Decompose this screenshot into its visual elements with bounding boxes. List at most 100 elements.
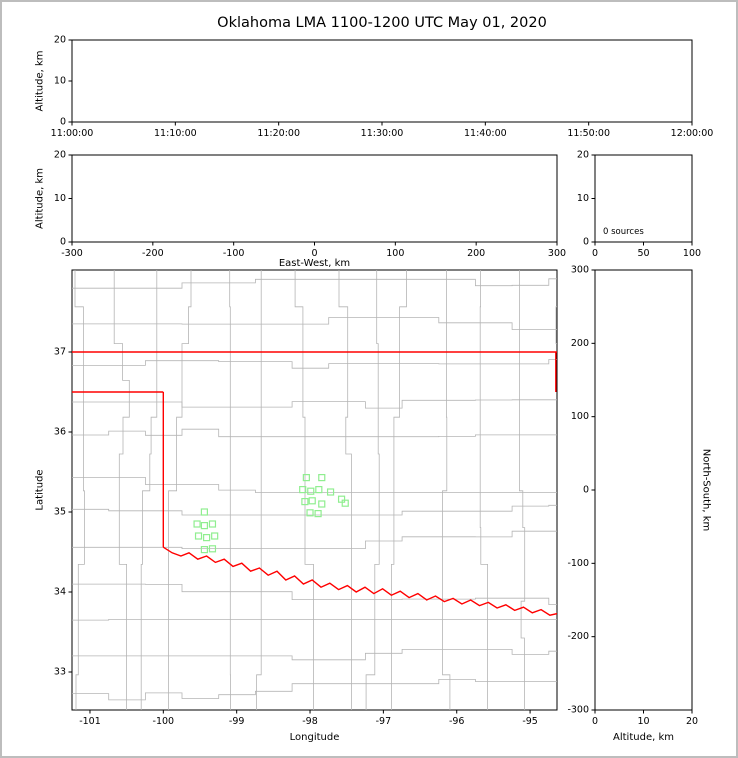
y-axis-label: Altitude, km — [35, 51, 46, 112]
annotation-sources: 0 sources — [603, 227, 644, 237]
y-tick-label: 10 — [54, 193, 66, 204]
y-tick-label: 35 — [54, 507, 66, 518]
lma-station-marker — [202, 533, 211, 542]
y-tick-label: 10 — [577, 193, 589, 204]
x-tick-label: -97 — [376, 716, 392, 727]
x-tick-label: 11:30:00 — [361, 128, 404, 139]
lma-station-marker — [208, 520, 217, 528]
panel-frame — [71, 39, 693, 123]
panel-histogram: 0 50 100 0 10 20 0 sources — [577, 150, 701, 260]
lma-station-marker — [200, 508, 208, 516]
panel-plan-view: -101 -100 -99 -98 -97 -96 -95 33 34 35 36 37 Longitu… — [35, 269, 558, 743]
x-tick-label: -98 — [302, 716, 318, 727]
county-line — [72, 530, 557, 549]
county-line — [72, 679, 557, 701]
y-tick-label: 100 — [571, 411, 589, 422]
lma-station-marker — [314, 510, 322, 518]
y-tick-label: -200 — [567, 631, 589, 642]
lma-station-marker — [193, 520, 201, 528]
x-tick-label: 11:50:00 — [567, 128, 610, 139]
county-line — [72, 399, 557, 409]
county-line — [229, 270, 231, 710]
x-tick-label: 100 — [683, 248, 701, 259]
x-tick-label: -100 — [153, 716, 175, 727]
county-line — [72, 359, 557, 369]
lma-station-marker — [194, 532, 203, 540]
y-tick-label: 200 — [571, 338, 589, 349]
y-tick-label: -100 — [567, 558, 589, 569]
lma-station-marker — [299, 486, 307, 494]
x-tick-label: 12:00:00 — [671, 128, 714, 139]
y-tick-label: 33 — [54, 667, 66, 678]
x-tick-label: -99 — [229, 716, 245, 727]
county-line — [365, 270, 380, 710]
y-tick-label: 34 — [54, 587, 66, 598]
x-tick-label: -96 — [449, 716, 465, 727]
y-tick-label: 10 — [54, 76, 66, 87]
lma-station-marker — [308, 497, 316, 505]
figure-title: Oklahoma LMA 1100-1200 UTC May 01, 2020 — [217, 15, 547, 31]
y-tick-label: -300 — [567, 705, 589, 716]
x-tick-label: -100 — [223, 248, 245, 259]
x-tick-label: 300 — [548, 248, 566, 259]
map-content — [72, 270, 557, 710]
x-tick-label: 0 — [311, 248, 317, 259]
x-axis-label: Altitude, km — [613, 732, 674, 743]
state-border-line — [162, 546, 557, 616]
panel-time-height: 11:00:00 11:10:00 11:20:00 11:30:00 11:40:00… — [35, 35, 714, 140]
county-line — [72, 477, 557, 493]
x-tick-label: 11:10:00 — [154, 128, 197, 139]
county-line — [555, 306, 557, 344]
lma-station-marker — [302, 474, 310, 482]
x-tick-label: -101 — [79, 716, 101, 727]
y-tick-label: 20 — [54, 35, 66, 46]
x-tick-label: 10 — [637, 716, 649, 727]
county-line — [74, 270, 85, 710]
x-tick-label: 0 — [592, 716, 598, 727]
panels-group: 11:00:00 11:10:00 11:20:00 11:30:00 11:40:00… — [35, 35, 714, 744]
x-tick-label: 20 — [686, 716, 698, 727]
lma-station-marker — [211, 532, 219, 540]
y-tick-label: 0 — [583, 237, 589, 248]
x-tick-label: 11:20:00 — [257, 128, 300, 139]
x-tick-label: -300 — [61, 248, 83, 259]
lma-station-marker — [307, 487, 315, 495]
county-line — [72, 278, 557, 289]
county-line — [72, 504, 557, 516]
y-axis-label-right: North-South, km — [701, 449, 712, 532]
county-line — [256, 270, 262, 710]
lma-station-marker — [318, 500, 326, 508]
lma-station-marker — [341, 499, 349, 507]
y-tick-label: 37 — [54, 347, 66, 358]
lma-station-marker — [306, 509, 314, 517]
y-axis-label: Latitude — [35, 469, 46, 510]
y-tick-label: 36 — [54, 427, 66, 438]
y-tick-label: 0 — [583, 485, 589, 496]
panel-frame — [71, 154, 558, 243]
y-tick-label: 0 — [60, 237, 66, 248]
x-tick-label: -95 — [522, 716, 538, 727]
county-line — [72, 649, 557, 661]
panel-frame — [71, 269, 558, 711]
lma-station-marker — [315, 486, 323, 494]
x-axis-label: East-West, km — [279, 258, 350, 269]
x-axis-label: Longitude — [290, 732, 340, 743]
panel-ew-height: -300 -200 -100 0 100 200 300 0 10 20 East-West, km… — [35, 150, 567, 270]
y-tick-label: 20 — [577, 150, 589, 161]
county-line — [72, 583, 557, 605]
x-tick-label: -200 — [142, 248, 164, 259]
y-tick-label: 0 — [60, 117, 66, 128]
county-line — [442, 270, 451, 710]
lma-station-marker — [200, 521, 208, 530]
lma-station-marker — [337, 495, 346, 503]
y-tick-label: 20 — [54, 150, 66, 161]
county-line — [168, 270, 192, 710]
lma-station-marker — [326, 488, 335, 496]
county-line — [72, 428, 557, 438]
county-line — [519, 270, 526, 710]
panel-ns-height: 0 10 20 -300 -200 -100 0 100 200 300 Altitude, km N… — [567, 265, 711, 744]
x-tick-label: 0 — [592, 248, 598, 259]
county-line — [72, 619, 557, 621]
